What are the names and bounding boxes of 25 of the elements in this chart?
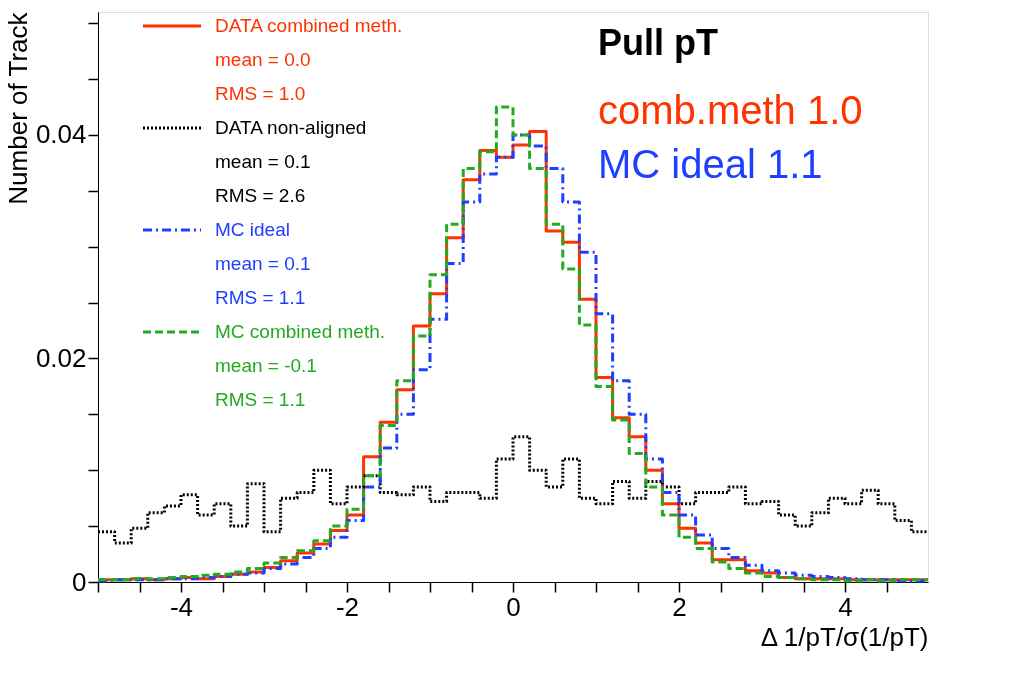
annotation: mean = 0.1 <box>215 151 311 172</box>
annotation: MC ideal 1.1 <box>598 142 823 186</box>
annotation: RMS = 1.0 <box>215 83 306 104</box>
legend-label: DATA non-aligned <box>215 117 367 138</box>
x-tick-label: 2 <box>672 591 687 622</box>
x-tick-label: 0 <box>506 591 521 622</box>
x-axis-title: Δ 1/pT/σ(1/pT) <box>760 621 929 652</box>
x-tick-label: -4 <box>169 591 194 622</box>
y-tick-label: 0.02 <box>35 342 87 373</box>
y-axis-title: Number of Track <box>2 11 33 205</box>
annotation: RMS = 1.1 <box>215 287 306 308</box>
annotation: mean = 0.1 <box>215 253 311 274</box>
chart-title: Pull pT <box>598 22 718 63</box>
annotation: mean = 0.0 <box>215 49 311 70</box>
annotation: RMS = 1.1 <box>215 389 306 410</box>
y-tick-label: 0 <box>72 566 87 597</box>
legend-label: MC combined meth. <box>215 321 386 342</box>
legend-label: MC ideal <box>215 219 290 240</box>
y-tick-label: 0.04 <box>35 119 87 150</box>
legend-label: DATA combined meth. <box>215 15 403 36</box>
annotation: mean = -0.1 <box>215 355 317 376</box>
x-tick-label: 4 <box>838 591 853 622</box>
x-tick-label: -2 <box>335 591 360 622</box>
annotation: RMS = 2.6 <box>215 185 306 206</box>
annotation: comb.meth 1.0 <box>598 88 863 132</box>
